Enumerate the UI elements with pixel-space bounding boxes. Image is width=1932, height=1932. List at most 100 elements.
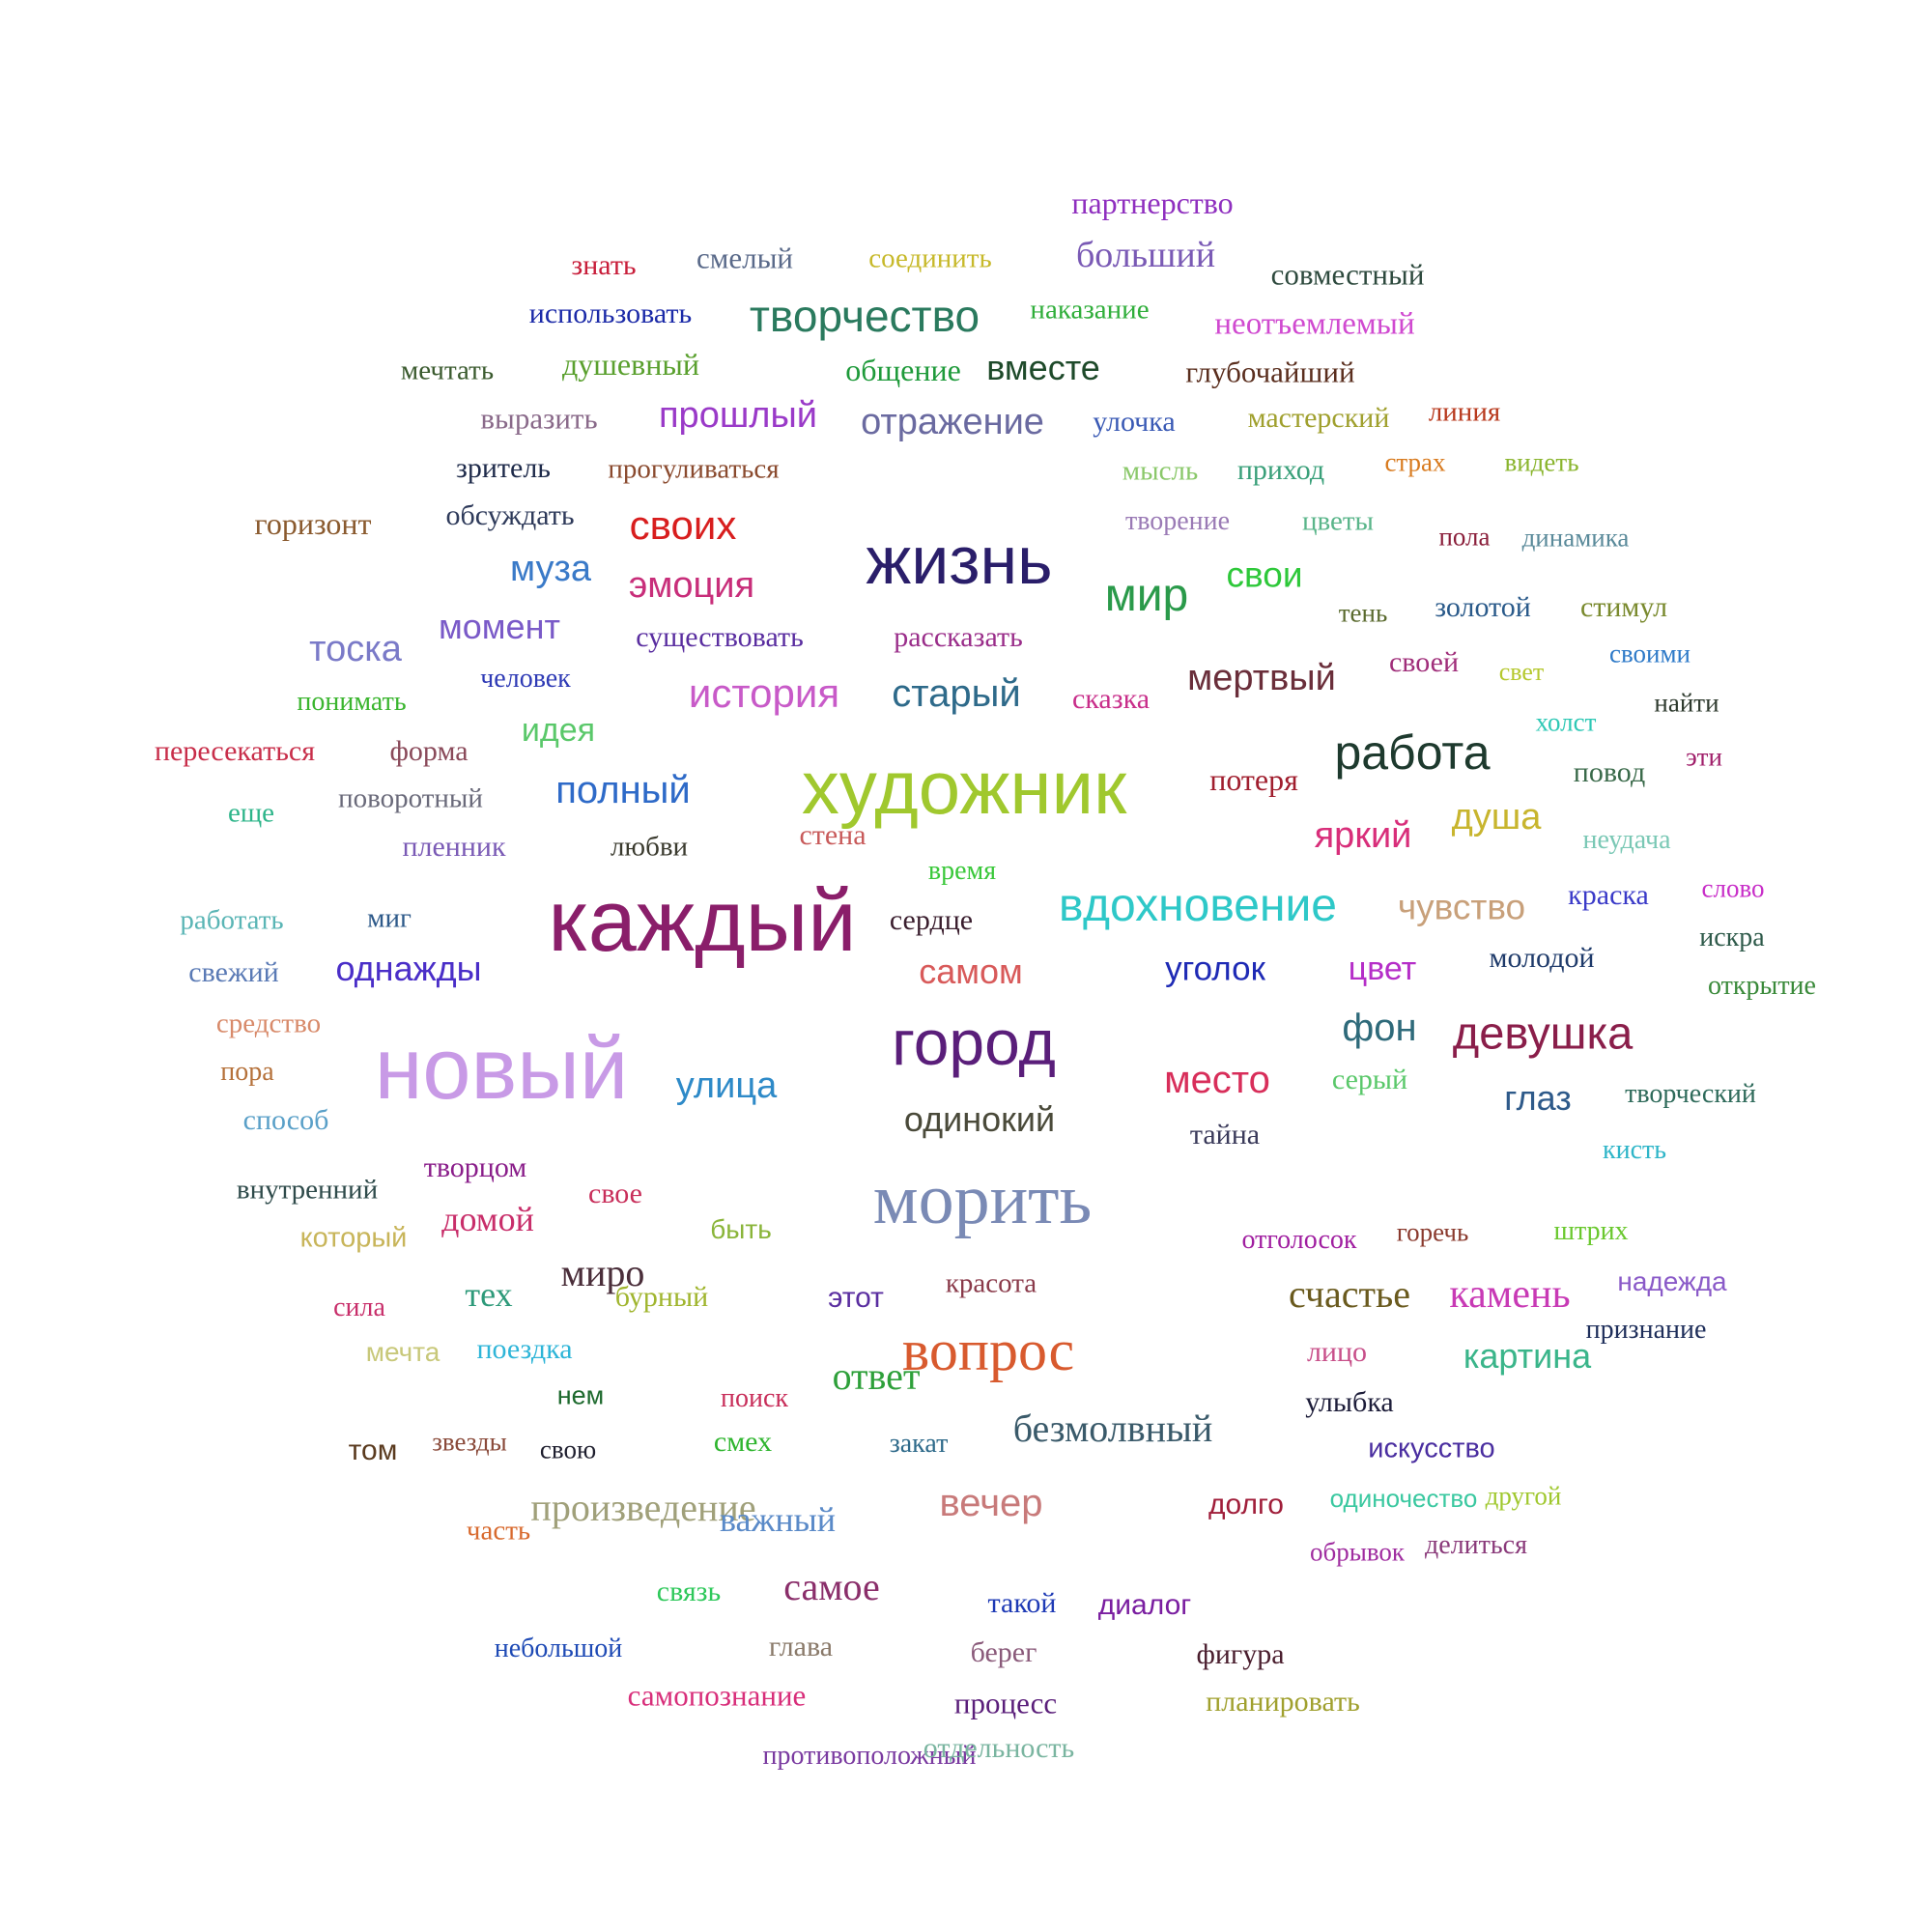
cloud-word: своими <box>1608 639 1691 668</box>
cloud-word: эмоция <box>628 565 755 606</box>
cloud-word: обрывок <box>1309 1537 1406 1567</box>
cloud-word: горизонт <box>254 506 372 541</box>
cloud-word: творцом <box>423 1151 527 1183</box>
cloud-word: пленник <box>402 831 506 863</box>
cloud-word: линия <box>1428 396 1501 428</box>
cloud-word: вдохновение <box>1059 880 1337 931</box>
cloud-word: одиночество <box>1329 1484 1478 1513</box>
cloud-word: внутренний <box>236 1174 379 1206</box>
cloud-word: полюбоваться <box>873 460 1036 490</box>
cloud-word: человек <box>480 664 571 694</box>
cloud-word: размышление <box>607 1630 778 1662</box>
cloud-word: бурный <box>614 1281 709 1313</box>
cloud-word: противоположный <box>762 1741 977 1771</box>
cloud-word: тайна <box>1189 1119 1261 1151</box>
cloud-word: нем <box>556 1380 605 1410</box>
cloud-word: найти <box>1654 688 1719 718</box>
cloud-word: звезды <box>432 1427 507 1457</box>
cloud-word: красота <box>945 1267 1037 1299</box>
cloud-word: здание <box>1314 1122 1389 1152</box>
cloud-word: страсть <box>223 846 341 887</box>
cloud-word: форма <box>389 735 469 767</box>
cloud-word: небольшой <box>494 1634 623 1663</box>
cloud-word: свежий <box>188 956 279 988</box>
cloud-word: полный <box>555 769 691 811</box>
cloud-word: своих <box>629 502 737 548</box>
cloud-word: горечь <box>1396 1217 1469 1247</box>
cloud-word: отголосок <box>1241 1225 1357 1255</box>
cloud-word: серый <box>1331 1064 1408 1095</box>
cloud-word: каждый <box>548 873 857 970</box>
cloud-word: признание <box>1585 1315 1707 1345</box>
cloud-word: обсуждать <box>445 499 575 531</box>
cloud-word: мастерский <box>1247 402 1390 434</box>
cloud-word: пора <box>220 1057 274 1087</box>
cloud-word: который <box>299 1222 408 1254</box>
cloud-word: страшный <box>1170 1007 1297 1038</box>
cloud-word: вопрос <box>901 1319 1075 1382</box>
cloud-word: яркий <box>1314 815 1412 856</box>
cloud-word: общение <box>845 353 961 387</box>
cloud-word: фигура <box>1196 1638 1285 1670</box>
cloud-word: старый <box>892 672 1021 715</box>
cloud-word: тихий <box>646 1333 714 1363</box>
cloud-word: поиск <box>721 1383 788 1413</box>
cloud-word: неотъемлемый <box>1214 306 1415 342</box>
cloud-word: пола <box>1438 522 1491 552</box>
cloud-word: глубочайший <box>1185 355 1355 389</box>
cloud-word: процесс <box>953 1686 1058 1720</box>
cloud-word: мечтать <box>400 355 495 386</box>
cloud-word: прошлый <box>658 395 818 436</box>
cloud-word: душевный <box>562 347 699 382</box>
cloud-word: берег <box>970 1636 1037 1668</box>
cloud-word: потеря <box>1209 762 1298 797</box>
cloud-word: повод <box>1573 756 1646 788</box>
cloud-word: партнерство <box>1071 185 1234 220</box>
cloud-word: время <box>927 856 997 886</box>
cloud-word: девушка <box>1452 1007 1634 1059</box>
cloud-word: взгляд <box>542 1573 619 1605</box>
cloud-word: место <box>1164 1059 1270 1101</box>
cloud-word: том <box>348 1435 398 1466</box>
cloud-word: еще <box>227 797 275 829</box>
cloud-word: делиться <box>1425 1530 1527 1560</box>
cloud-word: существовать <box>636 621 804 653</box>
cloud-word: холст <box>1535 707 1597 737</box>
cloud-word: сказка <box>1071 683 1151 715</box>
cloud-word: идея <box>521 712 596 749</box>
cloud-word: творение <box>1124 506 1231 536</box>
cloud-word: город <box>892 1007 1056 1078</box>
cloud-word: безмолвный <box>1012 1406 1213 1450</box>
cloud-word: самое <box>783 1565 880 1608</box>
cloud-word: цвет <box>1348 951 1417 987</box>
cloud-word: способ <box>242 1104 329 1136</box>
cloud-word: такой <box>987 1587 1057 1619</box>
cloud-word: художник <box>801 745 1127 830</box>
cloud-word: работать <box>180 904 284 936</box>
cloud-word: путешествовать <box>790 191 1007 227</box>
cloud-word: прогуливаться <box>608 453 780 485</box>
cloud-word: вместе <box>986 348 1100 387</box>
cloud-word: свою <box>539 1435 597 1464</box>
cloud-word: работа <box>1334 725 1491 780</box>
cloud-word: планировать <box>1206 1686 1360 1718</box>
cloud-word: сила <box>333 1293 385 1322</box>
cloud-word: пересекаться <box>155 735 315 767</box>
cloud-word: все <box>962 1537 1003 1569</box>
cloud-word: важный <box>719 1500 837 1539</box>
cloud-word: поездка <box>476 1333 573 1365</box>
cloud-word: новый <box>374 1021 629 1118</box>
cloud-word: слово <box>1701 873 1765 903</box>
cloud-word: долго <box>1208 1489 1285 1520</box>
cloud-word: уголок <box>1165 950 1265 988</box>
cloud-word: морить <box>872 1160 1093 1239</box>
cloud-word: глаз <box>1504 1078 1572 1118</box>
cloud-word: совместный <box>1270 257 1425 292</box>
cloud-word: улыбка <box>1305 1386 1394 1418</box>
cloud-word: муза <box>509 549 592 589</box>
cloud-word: динамика <box>1521 523 1630 553</box>
cloud-word: своей <box>1388 646 1460 678</box>
cloud-word: эти <box>1686 742 1722 772</box>
cloud-word: часть <box>466 1515 531 1547</box>
